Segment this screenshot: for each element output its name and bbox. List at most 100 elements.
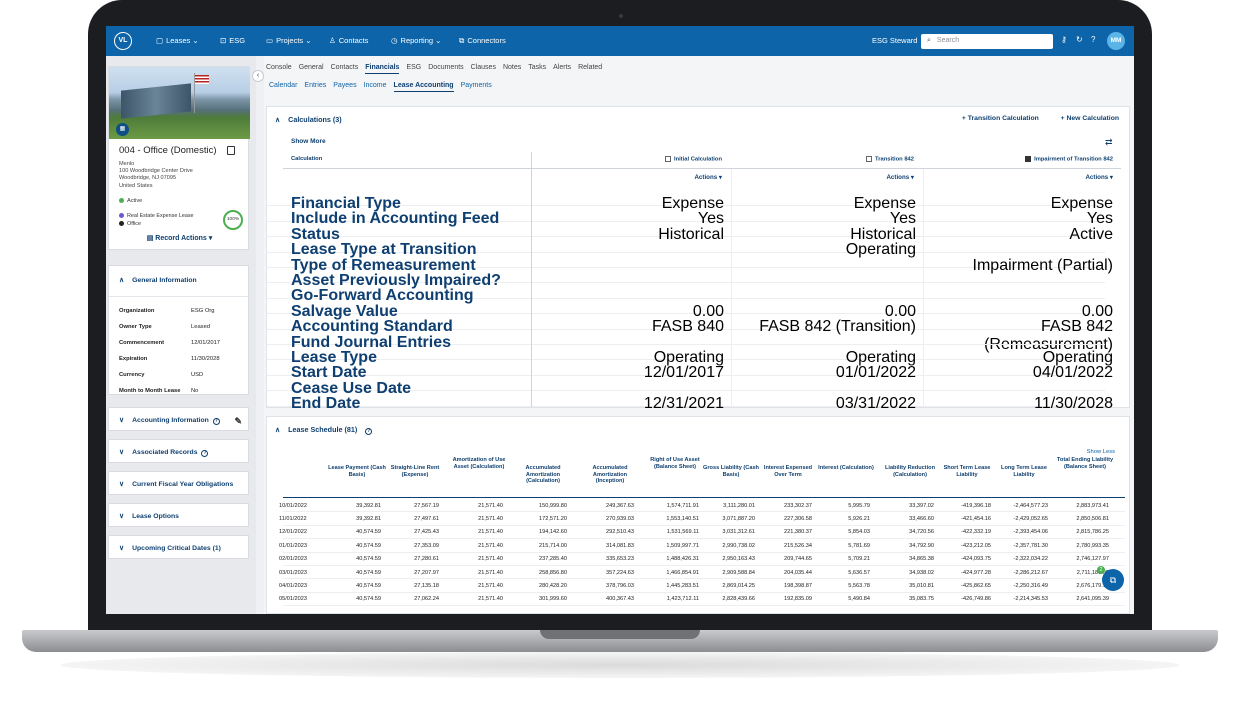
general-information-header[interactable]: ∧ General Information (109, 266, 248, 294)
avatar[interactable]: MM (1107, 32, 1125, 50)
schedule-column-header[interactable]: Interest Expensed Over Term (763, 465, 813, 478)
search-input[interactable]: ⌕ Search (921, 34, 1053, 49)
key-icon[interactable]: ⚷ (1061, 35, 1067, 44)
subtab-income[interactable]: Income (363, 82, 387, 89)
cell-value: -423,212.05 (961, 542, 991, 549)
cell-value: -2,214,345.53 (1013, 596, 1048, 603)
schedule-column-header[interactable]: Right of Use Asset (Balance Sheet) (650, 457, 700, 470)
document-fab-button[interactable]: ⧉ (1102, 569, 1124, 591)
nav-projects[interactable]: ▭ Projects ⌄ (266, 36, 312, 45)
building-icon[interactable]: ▦ (116, 123, 129, 136)
help-icon[interactable]: ? (212, 418, 220, 425)
help-icon[interactable]: ? (201, 450, 209, 457)
checkbox[interactable] (665, 156, 671, 162)
help-icon[interactable]: ? (365, 428, 373, 435)
show-less-link[interactable]: Show Less (1086, 449, 1115, 455)
panel-header[interactable]: ∨ Associated Records? (109, 440, 248, 467)
tab-alerts[interactable]: Alerts (553, 64, 572, 71)
tab-general[interactable]: General (298, 64, 324, 71)
cell-value: 21,571.40 (478, 569, 503, 576)
tab-related[interactable]: Related (578, 64, 603, 71)
schedule-column-header[interactable]: Accumulated Amortization (Calculation) (525, 465, 561, 485)
cell-value: 2,850,506.81 (1076, 515, 1109, 522)
side-panel-lease-options[interactable]: ∨ Lease Options (108, 503, 249, 527)
actions-dropdown[interactable]: Actions ▾ (694, 174, 722, 181)
calculations-header[interactable]: ∧ Calculations (3) (275, 115, 342, 124)
schedule-column-header[interactable]: Interest (Calculation) (818, 465, 874, 471)
nav-reporting[interactable]: ◷ Reporting ⌄ (391, 36, 441, 45)
main-content: Console General Contacts Financials ESG Docum… (264, 56, 1134, 614)
nav-connectors[interactable]: ⧉ Connectors (459, 36, 506, 46)
subtab-payments[interactable]: Payments (460, 82, 492, 89)
schedule-column-header[interactable]: Gross Liability (Cash Basis) (703, 465, 759, 478)
tab-documents[interactable]: Documents (428, 64, 464, 71)
tab-notes[interactable]: Notes (502, 64, 522, 71)
property-address: Menlo 100 Woodbridge Center Drive Woodbr… (119, 161, 193, 190)
app-logo[interactable]: VL (114, 32, 132, 50)
copy-icon[interactable] (227, 146, 235, 155)
schedule-column-header[interactable]: Long Term Lease Liability (1001, 465, 1047, 478)
lease-schedule-header[interactable]: ∧ Lease Schedule (81)? (275, 425, 373, 435)
compare-icon[interactable]: ⇄ (1105, 137, 1113, 147)
subtab-entries[interactable]: Entries (304, 82, 327, 89)
side-panel-accounting-information[interactable]: ∨ Accounting Information? ✎ (108, 407, 249, 431)
schedule-column-header[interactable]: Straight-Line Rent (Expense) (390, 465, 440, 478)
panel-header[interactable]: ∨ Lease Options (109, 504, 248, 530)
panel-header[interactable]: ∨ Current Fiscal Year Obligations (109, 472, 248, 498)
cell-value: 3,031,312.61 (722, 529, 755, 536)
cell-value: 0.00 (1081, 302, 1113, 320)
panel-header[interactable]: ∨ Accounting Information? ✎ (109, 408, 248, 435)
history-icon[interactable]: ↻ (1076, 35, 1083, 44)
cell-value: Active (1069, 225, 1113, 243)
side-panel-associated-records[interactable]: ∨ Associated Records? (108, 439, 249, 463)
panel-header[interactable]: ∨ Upcoming Critical Dates (1) (109, 536, 248, 562)
schedule-column-header[interactable]: Amortization of Use Asset (Calculation) (452, 457, 506, 470)
tab-console[interactable]: Console (266, 64, 292, 71)
actions-dropdown[interactable]: Actions ▾ (1085, 174, 1113, 181)
calculation-row: Include in Accounting Feed Yes Yes Yes (267, 206, 1113, 227)
schedule-column-header[interactable]: Lease Payment (Cash Basis) (328, 465, 386, 478)
cell-value: 27,497.61 (414, 515, 439, 522)
show-more-link[interactable]: Show More (291, 138, 326, 145)
schedule-column-header[interactable]: Total Ending Liability (Balance Sheet) (1056, 457, 1114, 470)
cell-value: 227,306.58 (784, 515, 812, 522)
side-panel-upcoming-critical-dates-1-[interactable]: ∨ Upcoming Critical Dates (1) (108, 535, 249, 559)
cell-value: 258,856.80 (539, 569, 567, 576)
checkbox[interactable] (866, 156, 873, 162)
nav-leases[interactable]: ▢ Leases ⌄ (156, 36, 199, 45)
cell-value: 335,653.23 (606, 556, 634, 563)
subtab-payees[interactable]: Payees (333, 82, 357, 89)
section-title: Calculations (3) (288, 115, 342, 124)
tab-contacts[interactable]: Contacts (330, 64, 359, 71)
initial-calculation-column[interactable]: Initial Calculation (541, 156, 722, 163)
tab-clauses[interactable]: Clauses (470, 64, 496, 71)
esg-steward-link[interactable]: ESG Steward (872, 36, 918, 45)
actions-dropdown[interactable]: Actions ▾ (886, 174, 914, 181)
tab-financials[interactable]: Financials (365, 64, 400, 74)
panel-title: Accounting Information (132, 417, 209, 424)
schedule-column-header[interactable]: Short Term Lease Liability (943, 465, 991, 478)
nav-esg[interactable]: ⊡ ESG (220, 36, 245, 45)
cell-value: 21,571.40 (478, 502, 503, 509)
schedule-column-header[interactable]: Accumulated Amortization (Inception) (592, 465, 628, 485)
impairment-column[interactable]: Impairment of Transition 842 (925, 156, 1113, 163)
transition-842-column[interactable]: Transition 842 (733, 156, 914, 163)
subtab-lease-accounting[interactable]: Lease Accounting (393, 82, 454, 92)
subtab-calendar[interactable]: Calendar (269, 82, 298, 89)
cell-value: 2,746,127.97 (1076, 556, 1109, 563)
checkbox-checked[interactable] (1025, 156, 1032, 162)
schedule-column-header[interactable]: Liability Reduction (Calculation) (884, 465, 936, 478)
new-calculation-button[interactable]: + New Calculation (1060, 115, 1119, 122)
tab-tasks[interactable]: Tasks (528, 64, 547, 71)
record-actions-button[interactable]: ▤ Record Actions ▾ (109, 234, 250, 242)
tab-esg[interactable]: ESG (406, 64, 422, 71)
transition-calculation-button[interactable]: + Transition Calculation (961, 115, 1039, 122)
address-line: Menlo (119, 161, 135, 167)
collapse-sidebar-icon[interactable]: ‹ (252, 70, 264, 82)
calculation-links: + Transition Calculation + New Calculati… (942, 115, 1119, 122)
help-icon[interactable]: ? (1091, 35, 1096, 44)
pencil-icon[interactable]: ✎ (234, 416, 242, 426)
nav-contacts[interactable]: ♙ Contacts (329, 36, 368, 45)
info-key: Expiration (119, 356, 148, 362)
side-panel-current-fiscal-year-obligations[interactable]: ∨ Current Fiscal Year Obligations (108, 471, 249, 495)
